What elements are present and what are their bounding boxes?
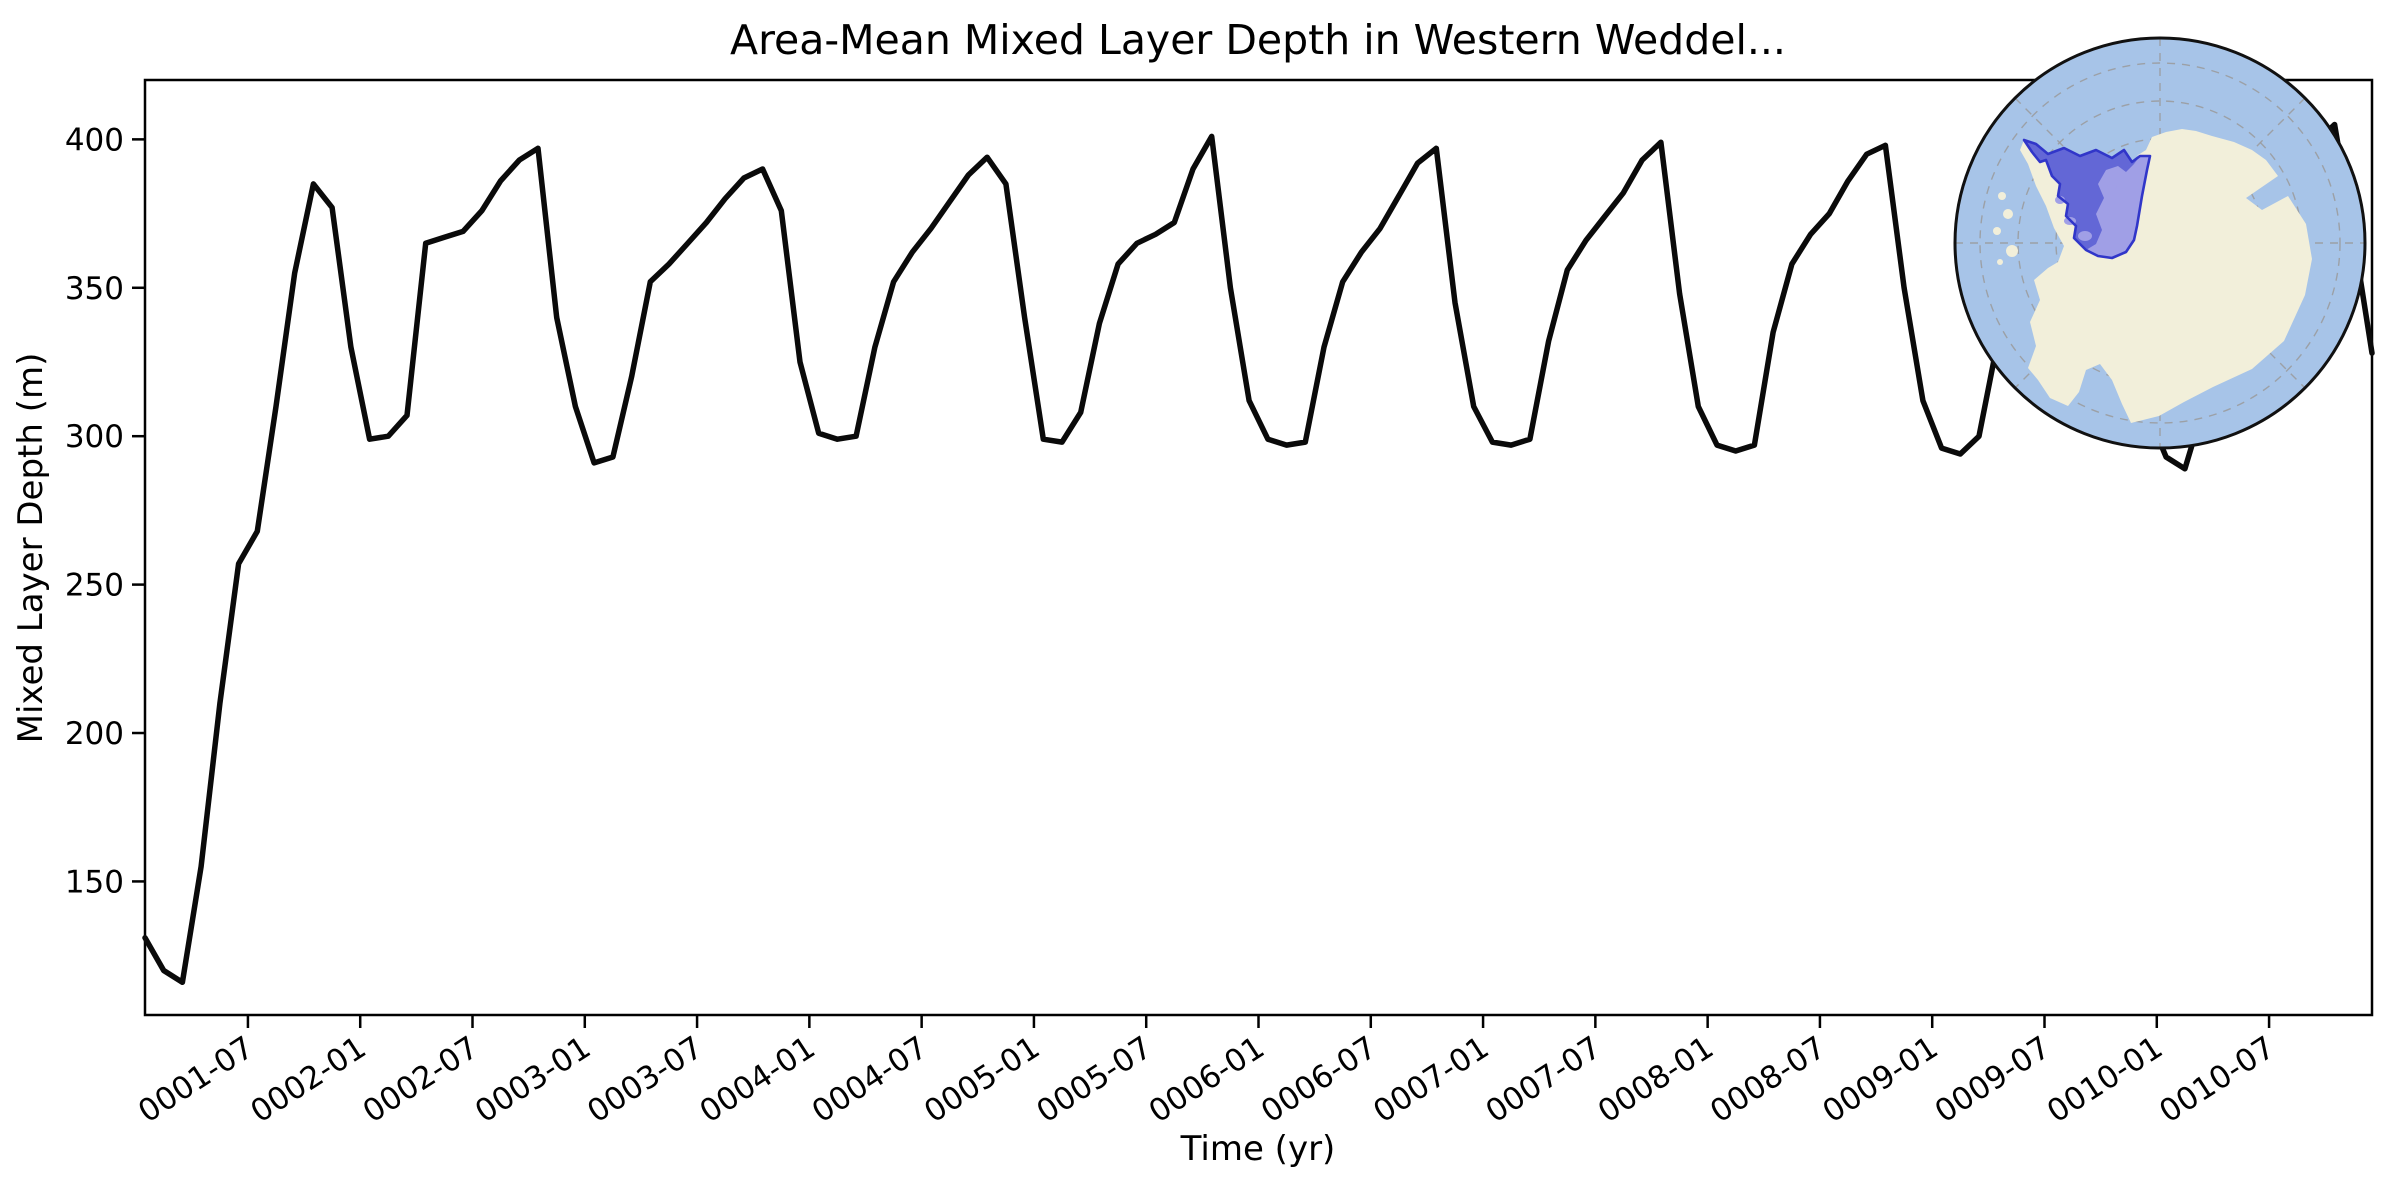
svg-text:350: 350 — [65, 271, 124, 307]
svg-text:0004-01: 0004-01 — [693, 1030, 821, 1131]
svg-text:400: 400 — [65, 122, 124, 158]
svg-text:0006-01: 0006-01 — [1143, 1030, 1271, 1131]
svg-text:0010-07: 0010-07 — [2153, 1030, 2281, 1131]
svg-text:0007-01: 0007-01 — [1367, 1030, 1495, 1131]
svg-text:0003-01: 0003-01 — [469, 1030, 597, 1131]
x-axis-ticks: 0001-070002-010002-070003-010003-070004-… — [132, 1015, 2281, 1130]
shelf-patch — [2078, 231, 2092, 241]
svg-text:200: 200 — [65, 716, 124, 752]
svg-text:0004-07: 0004-07 — [806, 1030, 934, 1131]
svg-text:0005-07: 0005-07 — [1030, 1030, 1158, 1131]
antarctica-landmass — [2020, 129, 2312, 423]
antarctica-inset-map — [1953, 36, 2367, 450]
island — [1997, 259, 2003, 265]
x-axis-label: Time (yr) — [1180, 1129, 1336, 1169]
svg-text:0002-07: 0002-07 — [357, 1030, 485, 1131]
weddell-region-border — [2022, 138, 2152, 260]
island — [1998, 192, 2006, 200]
y-axis-ticks: 150 200 250 300 350 400 — [65, 122, 145, 900]
island — [2003, 209, 2013, 219]
island — [2006, 245, 2018, 257]
svg-text:300: 300 — [65, 419, 124, 455]
svg-text:0010-01: 0010-01 — [2041, 1030, 2169, 1131]
svg-text:0008-07: 0008-07 — [1704, 1030, 1832, 1131]
svg-text:0003-07: 0003-07 — [581, 1030, 709, 1131]
shelf-patch — [2107, 182, 2117, 190]
map-boundary-circle — [1953, 36, 2367, 450]
svg-text:0007-07: 0007-07 — [1479, 1030, 1607, 1131]
svg-text:0001-07: 0001-07 — [132, 1030, 260, 1131]
svg-text:0005-01: 0005-01 — [918, 1030, 1046, 1131]
svg-text:250: 250 — [65, 568, 124, 604]
svg-text:0008-01: 0008-01 — [1592, 1030, 1720, 1131]
y-axis-label: Mixed Layer Depth (m) — [11, 353, 51, 744]
svg-text:150: 150 — [65, 864, 124, 900]
chart-title: Area-Mean Mixed Layer Depth in Western W… — [730, 16, 1786, 64]
weddell-region-ocean-part — [2024, 140, 2140, 250]
svg-text:0009-01: 0009-01 — [1816, 1030, 1944, 1131]
svg-text:0006-07: 0006-07 — [1255, 1030, 1383, 1131]
island — [1993, 227, 2001, 235]
svg-text:0009-07: 0009-07 — [1929, 1030, 2057, 1131]
svg-text:0002-01: 0002-01 — [244, 1030, 372, 1131]
